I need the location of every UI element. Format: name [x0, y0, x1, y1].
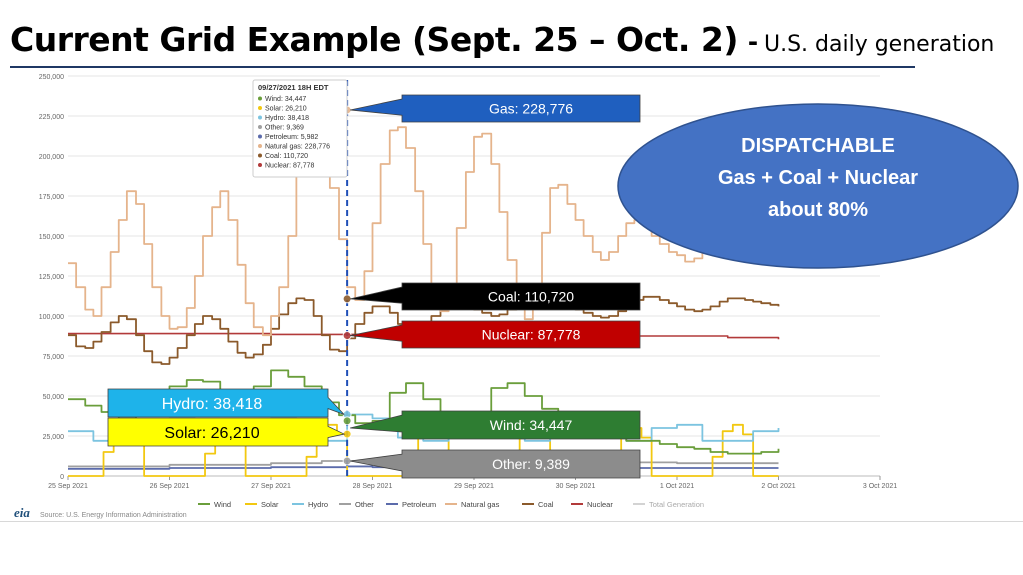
x-tick-label: 30 Sep 2021 [556, 483, 596, 490]
tooltip: 09/27/2021 18H EDT Wind: 34,447 Solar: 26,… [252, 79, 348, 178]
callout-hydro-label: Hydro: 38,418 [162, 396, 263, 413]
x-tick-label: 3 Oct 2021 [863, 483, 897, 490]
tooltip-header: 09/27/2021 18H EDT [258, 83, 329, 92]
tooltip-row: Wind: 34,447 [265, 96, 306, 103]
y-tick-label: 225,000 [39, 114, 64, 121]
title-subtitle: U.S. daily generation [763, 32, 995, 57]
tooltip-swatch [258, 96, 262, 101]
y-tick-label: 25,000 [43, 434, 65, 441]
x-tick-label: 28 Sep 2021 [353, 483, 393, 490]
legend-label: Nuclear [587, 500, 613, 509]
callout-coal-label: Coal: 110,720 [488, 289, 574, 305]
tooltip-row: Other: 9,369 [265, 125, 304, 132]
ellipse-text-line: Gas + Coal + Nuclear [718, 167, 918, 189]
tooltip-box [252, 79, 348, 178]
cursor-marker [342, 416, 352, 426]
callout-other-label: Other: 9,389 [492, 456, 570, 472]
series-line-wind [68, 369, 780, 455]
callout-nuclear-label: Nuclear: 87,778 [482, 327, 581, 343]
x-tick-label: 29 Sep 2021 [454, 483, 494, 490]
tooltip-swatch [258, 125, 262, 129]
tooltip-swatch [258, 144, 262, 148]
x-tick-label: 2 Oct 2021 [761, 483, 795, 490]
x-tick-label: 25 Sep 2021 [48, 483, 88, 490]
x-axis: 25 Sep 2021 26 Sep 2021 27 Sep 2021 28 Sep … [48, 476, 897, 490]
callout-hydro-shape [107, 388, 345, 418]
legend-label: Other [355, 500, 374, 509]
legend-label: Wind [214, 500, 231, 509]
tooltip-swatch [258, 134, 262, 139]
y-tick-label: 100,000 [39, 314, 64, 321]
legend-label: Hydro [308, 500, 328, 509]
ellipse-text-line: DISPATCHABLE [741, 135, 895, 157]
x-tick-label: 27 Sep 2021 [251, 483, 291, 490]
tooltip-row: Natural gas: 228,776 [265, 144, 330, 151]
y-axis: 0 25,000 50,000 75,000 100,000 125,000 150,000… [39, 74, 64, 481]
cursor-marker [342, 331, 352, 341]
tooltip-row: Solar: 26,210 [265, 106, 307, 113]
legend-label: Coal [538, 500, 554, 509]
slide-title: Current Grid Example (Sept. 25 – Oct. 2)… [10, 20, 994, 59]
footer-divider [0, 521, 1023, 522]
y-tick-label: 150,000 [39, 234, 64, 241]
tooltip-row: Coal: 110,720 [265, 153, 308, 160]
tooltip-row: Petroleum: 5,982 [265, 134, 318, 141]
y-tick-label: 50,000 [43, 394, 65, 401]
cursor-marker [342, 456, 352, 466]
eia-logo: eia [14, 505, 30, 520]
y-tick-label: 250,000 [39, 74, 64, 81]
y-tick-label: 75,000 [43, 354, 65, 361]
legend-label: Natural gas [461, 500, 500, 509]
callout-wind-label: Wind: 34,447 [490, 417, 573, 433]
legend-label: Total Generation [649, 500, 704, 509]
y-tick-label: 200,000 [39, 154, 64, 161]
callouts: Gas: 228,776 Coal: 110,720 Nuclear: 87,778… [107, 94, 641, 479]
callout-coal-shape [350, 282, 641, 311]
callout-other-shape [350, 449, 641, 479]
y-tick-label: 125,000 [39, 274, 64, 281]
cursor-marker [342, 294, 352, 304]
tooltip-row: Nuclear: 87,778 [265, 163, 315, 170]
tooltip-swatch [258, 106, 262, 110]
callout-wind-shape [350, 410, 641, 440]
callout-gas-shape [350, 94, 641, 123]
x-tick-label: 26 Sep 2021 [150, 483, 190, 490]
callout-nuclear-shape [350, 320, 641, 349]
title-main: Current Grid Example (Sept. 25 – Oct. 2) [10, 20, 738, 59]
ellipse-shape [617, 103, 1019, 269]
legend-label: Petroleum [402, 500, 436, 509]
callout-solar-shape [107, 417, 346, 447]
legend-label: Solar [261, 500, 279, 509]
dispatchable-ellipse: DISPATCHABLE Gas + Coal + Nuclear about 80… [617, 103, 1019, 269]
source-attribution: eia Source: U.S. Energy Information Admin… [14, 505, 187, 520]
callout-gas-label: Gas: 228,776 [489, 101, 573, 117]
title-underline [10, 66, 915, 68]
callout-solar-label: Solar: 26,210 [164, 425, 259, 442]
ellipse-text-line: about 80% [768, 199, 868, 221]
source-text: Source: U.S. Energy Information Administ… [40, 512, 187, 519]
y-tick-label: 175,000 [39, 194, 64, 201]
legend: Wind Solar Hydro Other Petroleum Natural gas C… [198, 500, 704, 509]
tooltip-swatch [258, 163, 262, 167]
tooltip-swatch [258, 115, 262, 120]
y-tick-label: 0 [60, 474, 64, 481]
x-tick-label: 1 Oct 2021 [660, 483, 694, 490]
title-dash: - [747, 25, 758, 58]
tooltip-swatch [258, 153, 262, 158]
series-line-natural-gas [68, 108, 780, 337]
tooltip-row: Hydro: 38,418 [265, 115, 309, 122]
